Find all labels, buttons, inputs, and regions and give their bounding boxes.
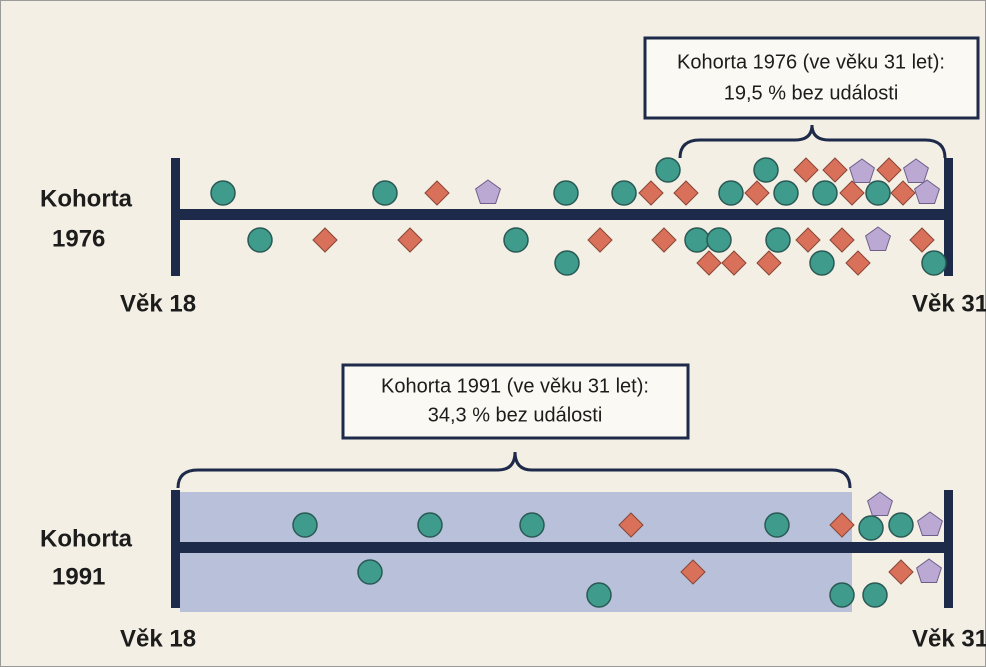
timeline <box>171 542 952 553</box>
event-pentagon <box>914 179 940 204</box>
end-cap <box>171 490 180 608</box>
event-diamond <box>756 250 782 276</box>
event-circle <box>809 250 835 276</box>
event-diamond <box>424 180 450 206</box>
end-cap <box>171 158 180 276</box>
event-circle <box>372 180 398 206</box>
event-diamond <box>680 559 706 585</box>
event-circle <box>247 227 273 253</box>
event-diamond <box>795 227 821 253</box>
event-diamond <box>618 512 644 538</box>
event-diamond <box>744 180 770 206</box>
event-circle <box>292 512 318 538</box>
event-diamond <box>909 227 935 253</box>
brace <box>176 451 852 489</box>
event-diamond <box>696 250 722 276</box>
event-diamond <box>397 227 423 253</box>
event-circle <box>865 180 891 206</box>
event-diamond <box>829 512 855 538</box>
event-circle <box>753 157 779 183</box>
age-label: Věk 18 <box>120 290 196 317</box>
event-pentagon <box>903 158 929 183</box>
end-cap <box>944 158 953 276</box>
callout-text: Kohorta 1976 (ve věku 31 let): <box>677 51 945 73</box>
event-pentagon <box>849 158 875 183</box>
event-circle <box>554 250 580 276</box>
cohort-label: 1991 <box>52 563 105 590</box>
callout-text: 34,3 % bez události <box>428 404 603 426</box>
event-diamond <box>890 180 916 206</box>
event-circle <box>586 582 612 608</box>
cohort-label: Kohorta <box>40 185 133 212</box>
event-diamond <box>793 157 819 183</box>
event-circle <box>812 180 838 206</box>
event-diamond <box>638 180 664 206</box>
event-diamond <box>312 227 338 253</box>
event-circle <box>773 180 799 206</box>
event-circle <box>655 157 681 183</box>
event-pentagon <box>865 226 891 251</box>
age-label: Věk 31 <box>912 625 986 652</box>
cohort-label: Kohorta <box>40 525 133 552</box>
event-circle <box>417 512 443 538</box>
event-diamond <box>587 227 613 253</box>
event-circle <box>503 227 529 253</box>
event-diamond <box>829 227 855 253</box>
event-pentagon <box>475 179 501 204</box>
callout-text: Kohorta 1991 (ve věku 31 let): <box>381 375 649 397</box>
callout-text: 19,5 % bez události <box>724 82 899 104</box>
event-circle <box>210 180 236 206</box>
event-diamond <box>822 157 848 183</box>
callout-box <box>341 363 690 440</box>
end-cap <box>944 490 953 608</box>
cohort-label: 1976 <box>52 225 105 252</box>
event-diamond <box>651 227 677 253</box>
event-circle <box>829 582 855 608</box>
age-label: Věk 31 <box>912 290 986 317</box>
event-diamond <box>876 157 902 183</box>
event-diamond <box>839 180 865 206</box>
callout-box <box>643 36 980 120</box>
brace <box>678 124 947 159</box>
event-circle <box>684 227 710 253</box>
event-pentagon <box>867 491 893 516</box>
event-circle <box>921 250 947 276</box>
event-diamond <box>673 180 699 206</box>
event-diamond <box>721 250 747 276</box>
timeline <box>171 209 952 220</box>
event-circle <box>611 180 637 206</box>
event-circle <box>553 180 579 206</box>
event-circle <box>718 180 744 206</box>
event-circle <box>888 512 914 538</box>
event-diamond <box>888 559 914 585</box>
event-pentagon <box>917 511 943 536</box>
event-circle <box>357 559 383 585</box>
event-pentagon <box>916 558 942 583</box>
event-circle <box>858 515 884 541</box>
event-circle <box>862 582 888 608</box>
timelines <box>171 158 953 608</box>
event-circle <box>765 227 791 253</box>
age-label: Věk 18 <box>120 625 196 652</box>
event-diamond <box>845 250 871 276</box>
event-circle <box>764 512 790 538</box>
braces <box>176 124 947 489</box>
event-circle <box>519 512 545 538</box>
event-circle <box>706 227 732 253</box>
